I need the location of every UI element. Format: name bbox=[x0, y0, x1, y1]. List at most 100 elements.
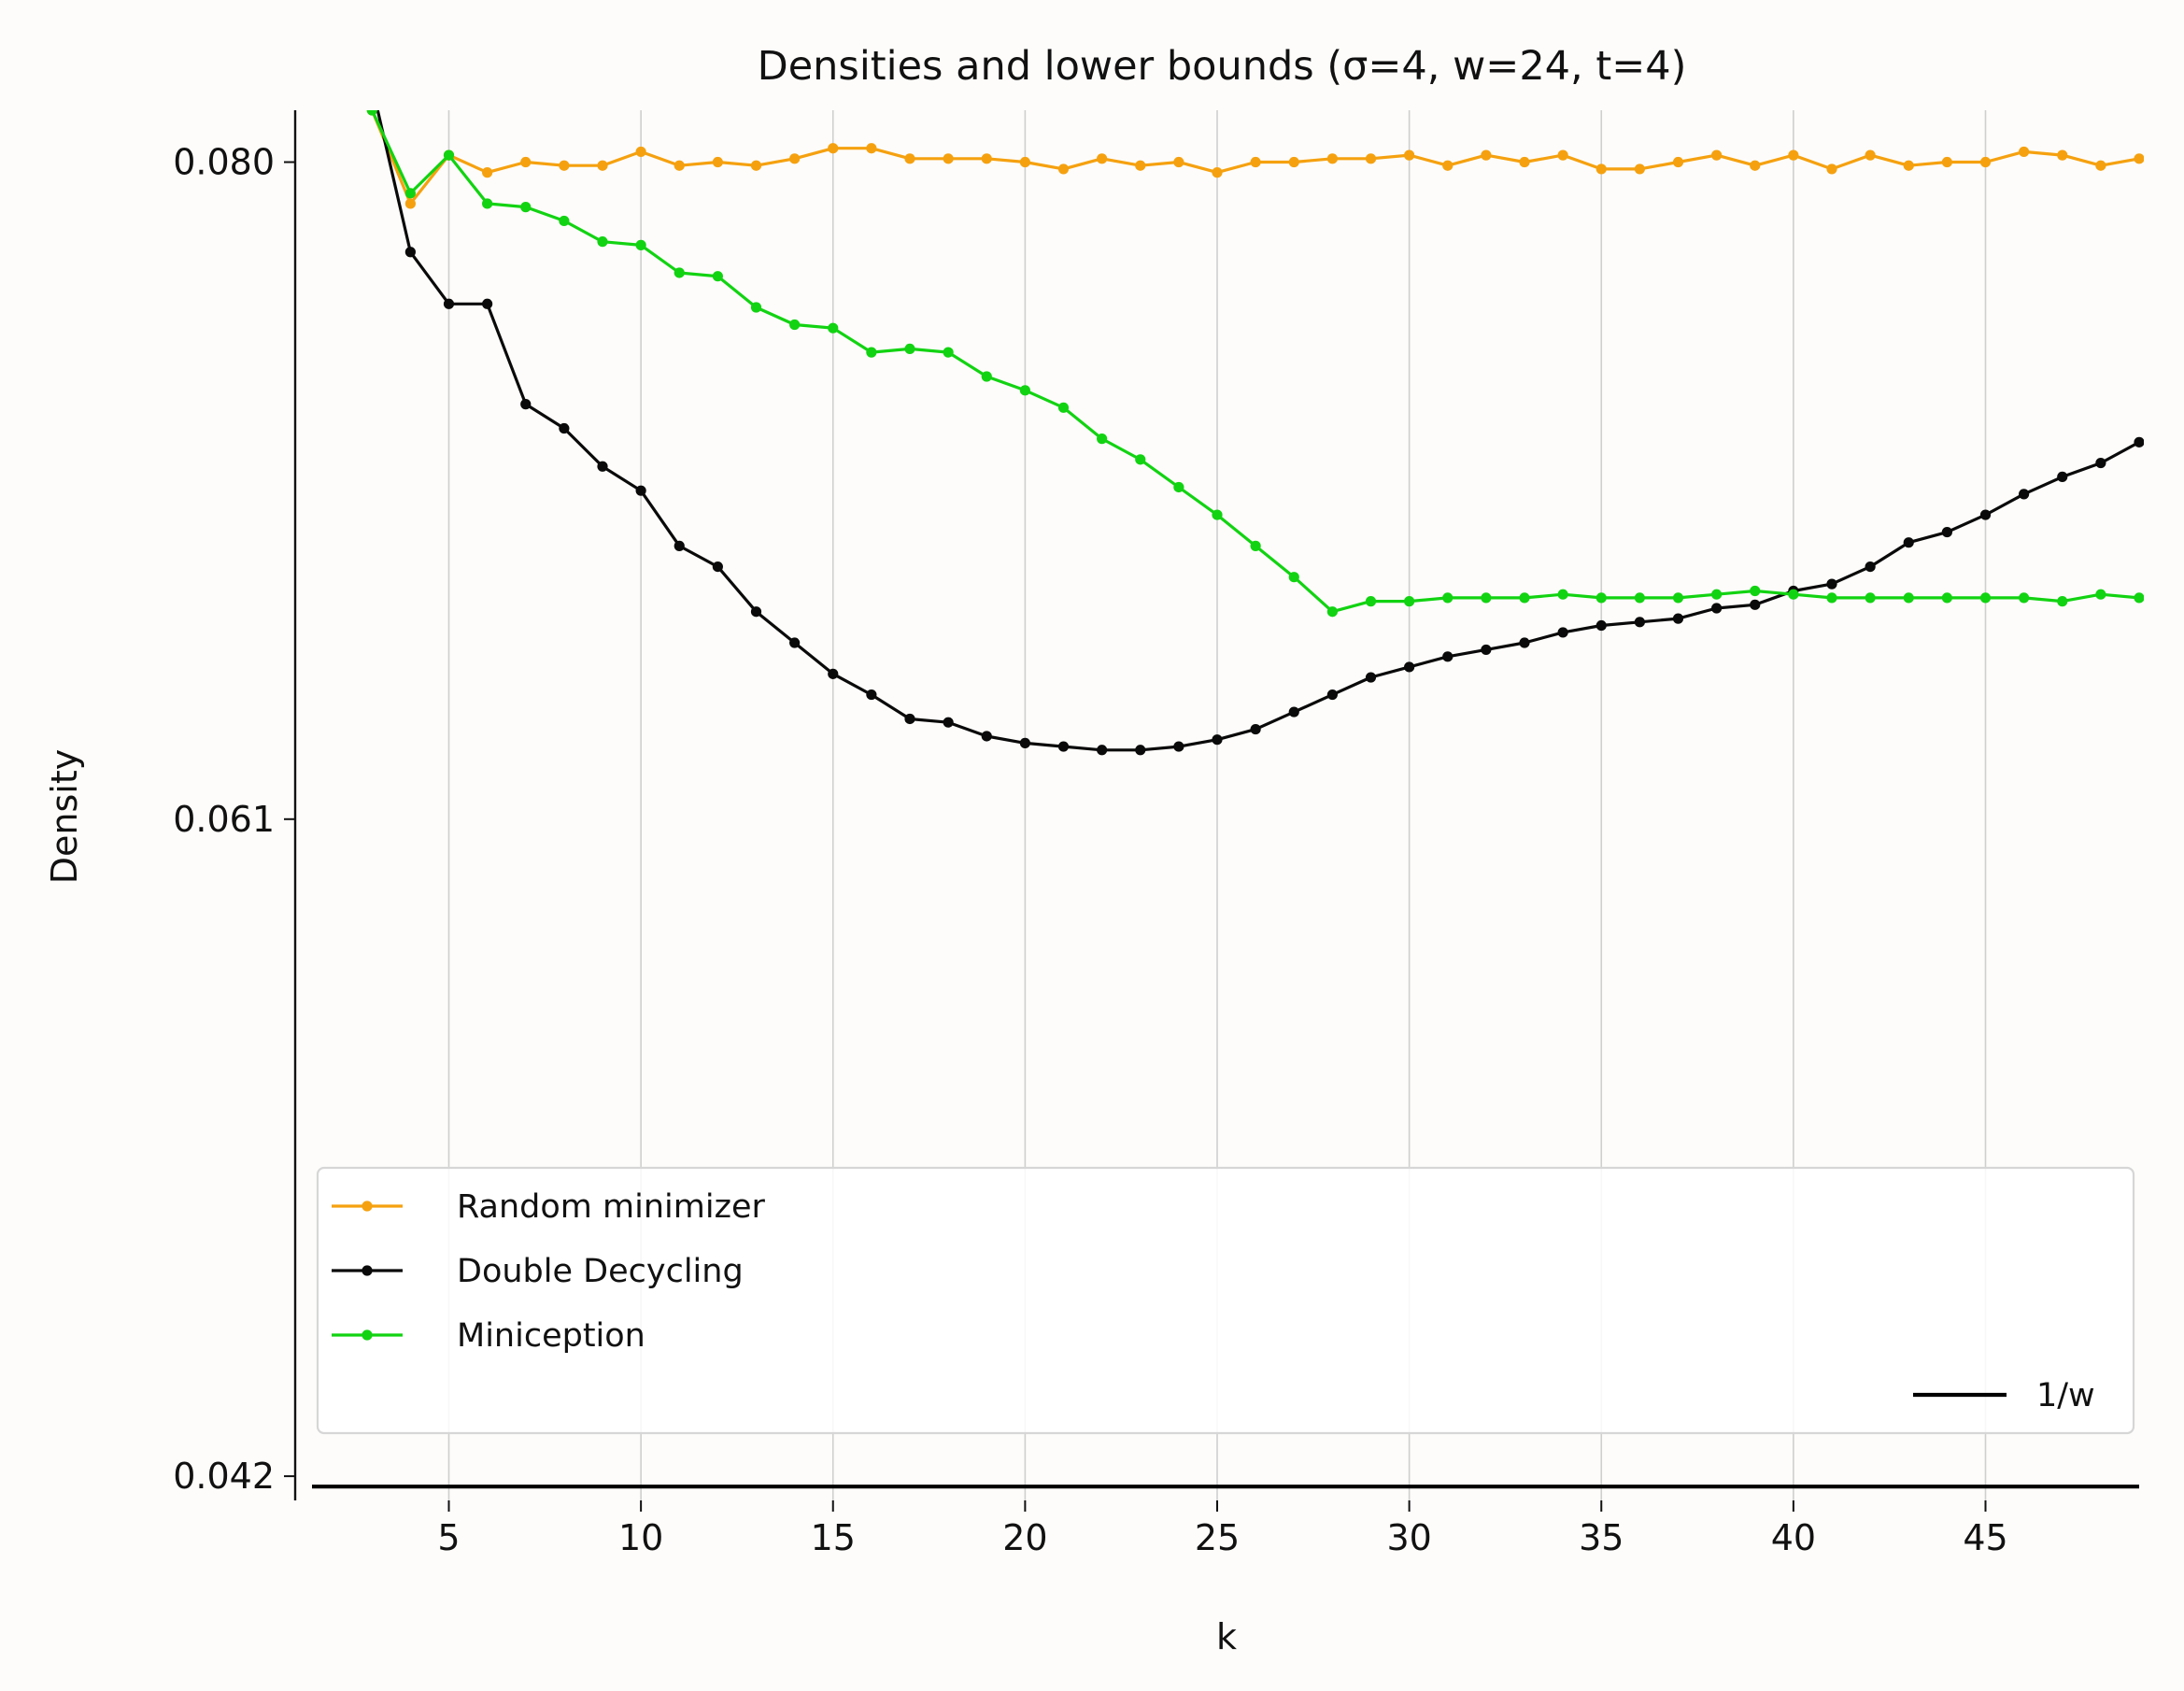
data-point-1-47 bbox=[2057, 471, 2068, 482]
data-point-1-21 bbox=[1057, 741, 1070, 752]
data-point-2-24 bbox=[1173, 481, 1184, 493]
data-point-1-35 bbox=[1595, 619, 1607, 632]
data-point-2-8 bbox=[559, 215, 570, 227]
data-point-0-8 bbox=[559, 160, 570, 171]
data-point-1-8 bbox=[559, 422, 570, 434]
data-point-2-36 bbox=[1634, 592, 1645, 604]
data-point-1-6 bbox=[482, 298, 493, 309]
data-point-0-16 bbox=[866, 143, 877, 154]
data-point-2-39 bbox=[1750, 585, 1761, 597]
x-tick-label-10: 10 bbox=[618, 1517, 663, 1558]
data-point-0-26 bbox=[1250, 156, 1261, 168]
data-point-2-14 bbox=[789, 319, 801, 331]
data-point-1-28 bbox=[1326, 689, 1338, 701]
data-point-0-25 bbox=[1212, 167, 1223, 178]
data-point-1-26 bbox=[1250, 723, 1261, 735]
data-point-1-48 bbox=[2095, 457, 2106, 469]
data-point-2-10 bbox=[635, 239, 646, 250]
legend-box bbox=[316, 1166, 2135, 1435]
data-point-1-17 bbox=[904, 713, 915, 725]
data-point-2-37 bbox=[1672, 592, 1684, 604]
data-point-0-20 bbox=[1019, 156, 1030, 168]
legend-label-0: Random minimizer bbox=[457, 1188, 765, 1226]
data-point-2-23 bbox=[1135, 454, 1146, 465]
data-point-0-33 bbox=[1519, 156, 1530, 168]
data-point-2-4 bbox=[404, 188, 416, 199]
data-point-1-44 bbox=[1941, 526, 1952, 538]
data-point-2-22 bbox=[1097, 433, 1108, 445]
data-point-2-48 bbox=[2095, 589, 2106, 600]
data-point-0-9 bbox=[597, 160, 608, 171]
data-point-2-21 bbox=[1057, 402, 1070, 413]
data-point-0-30 bbox=[1404, 149, 1415, 161]
data-point-1-33 bbox=[1519, 637, 1530, 648]
data-point-1-15 bbox=[828, 668, 839, 679]
data-point-0-41 bbox=[1826, 163, 1837, 175]
data-point-0-45 bbox=[1979, 156, 1992, 168]
data-point-2-35 bbox=[1595, 592, 1607, 604]
data-point-2-46 bbox=[2019, 592, 2030, 604]
data-point-1-14 bbox=[789, 637, 801, 648]
data-point-1-16 bbox=[866, 689, 877, 701]
data-point-0-10 bbox=[635, 146, 646, 158]
data-point-1-20 bbox=[1019, 737, 1030, 748]
data-point-0-23 bbox=[1135, 160, 1146, 171]
legend-label-ref-0: 1/w bbox=[2036, 1377, 2095, 1414]
data-point-0-36 bbox=[1634, 163, 1645, 175]
data-point-1-12 bbox=[712, 561, 723, 573]
data-point-0-7 bbox=[520, 156, 532, 168]
data-point-0-40 bbox=[1788, 149, 1799, 161]
data-point-1-31 bbox=[1442, 651, 1454, 662]
data-point-2-49 bbox=[2134, 592, 2144, 604]
series-lines bbox=[366, 110, 2144, 756]
data-point-0-43 bbox=[1903, 160, 1914, 171]
data-point-0-28 bbox=[1326, 153, 1338, 164]
data-point-0-14 bbox=[789, 153, 801, 164]
data-point-1-43 bbox=[1903, 537, 1914, 548]
data-point-0-37 bbox=[1672, 156, 1684, 168]
data-point-2-34 bbox=[1557, 589, 1568, 600]
data-point-2-16 bbox=[866, 347, 877, 358]
data-point-1-7 bbox=[520, 399, 532, 410]
data-point-2-47 bbox=[2057, 596, 2068, 607]
data-point-1-9 bbox=[597, 461, 608, 472]
x-tick-label-5: 5 bbox=[437, 1517, 460, 1558]
legend-label-2: Miniception bbox=[457, 1317, 645, 1355]
data-point-0-44 bbox=[1941, 156, 1952, 168]
x-tick-label-20: 20 bbox=[1002, 1517, 1047, 1558]
data-point-2-42 bbox=[1865, 592, 1876, 604]
data-point-1-36 bbox=[1634, 617, 1645, 628]
data-point-1-5 bbox=[443, 298, 455, 309]
data-point-1-18 bbox=[943, 717, 954, 728]
data-point-2-28 bbox=[1326, 606, 1338, 618]
series-2 bbox=[366, 110, 2144, 618]
data-point-2-43 bbox=[1903, 592, 1914, 604]
data-point-0-24 bbox=[1173, 156, 1184, 168]
data-point-0-42 bbox=[1865, 149, 1876, 161]
data-point-1-49 bbox=[2134, 436, 2144, 448]
data-point-1-46 bbox=[2019, 489, 2030, 500]
data-point-0-21 bbox=[1057, 163, 1070, 175]
data-point-1-29 bbox=[1365, 672, 1377, 683]
data-point-2-15 bbox=[828, 322, 839, 334]
data-point-0-6 bbox=[482, 167, 493, 178]
data-point-0-48 bbox=[2095, 160, 2106, 171]
data-point-2-30 bbox=[1404, 596, 1415, 607]
data-point-0-34 bbox=[1557, 149, 1568, 161]
data-point-2-6 bbox=[482, 198, 493, 209]
legend-label-1: Double Decycling bbox=[457, 1253, 744, 1290]
axes: 5 10 15 20 25 30 35 40 45 0.042 0.061 0.080 bbox=[173, 110, 2008, 1558]
data-point-1-41 bbox=[1826, 578, 1837, 590]
data-point-2-44 bbox=[1941, 592, 1952, 604]
y-tick-label-1: 0.061 bbox=[173, 799, 275, 840]
data-point-0-19 bbox=[981, 153, 992, 164]
data-point-2-7 bbox=[520, 202, 532, 213]
gridlines bbox=[447, 110, 1987, 1500]
data-point-0-18 bbox=[943, 153, 954, 164]
data-point-2-5 bbox=[443, 149, 455, 161]
data-point-1-45 bbox=[1979, 509, 1992, 520]
data-point-2-27 bbox=[1288, 572, 1299, 583]
data-point-0-11 bbox=[674, 160, 685, 171]
chart-title: Densities and lower bounds (σ=4, w=24, t… bbox=[758, 43, 1687, 90]
